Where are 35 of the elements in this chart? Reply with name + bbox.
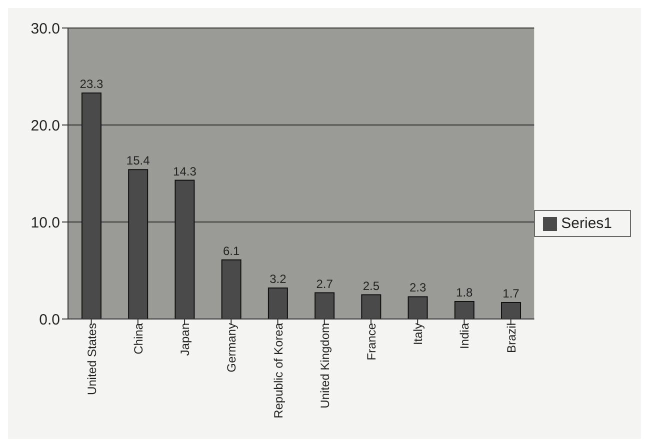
data-label: 15.4 (126, 154, 150, 168)
bar (314, 292, 335, 319)
data-label: 2.7 (316, 276, 334, 291)
x-tick-label: Japan (178, 323, 192, 356)
data-label: 2.5 (362, 278, 380, 293)
x-tick-label: China (131, 322, 146, 354)
bar (361, 294, 382, 319)
bar (454, 301, 474, 319)
x-tick-label: United Kingdom (318, 323, 332, 408)
bar (501, 302, 522, 319)
x-tick-label: Germany (224, 323, 239, 372)
y-tick-label: 30.0 (30, 20, 60, 38)
bar (174, 180, 195, 319)
data-label: 14.3 (173, 164, 197, 178)
data-label: 23.3 (80, 76, 104, 91)
x-tick-label: Brazil (504, 323, 518, 354)
x-tick-label: Republic of Korea (271, 322, 286, 418)
bar (268, 287, 288, 319)
legend-label: Series1 (561, 215, 612, 232)
data-label: 1.8 (456, 286, 474, 300)
bar (81, 92, 102, 319)
bar (221, 259, 242, 319)
x-tick-label: France (364, 322, 379, 360)
y-tick-label: 20.0 (30, 117, 60, 134)
data-label: 1.7 (502, 286, 520, 301)
data-label: 3.2 (270, 272, 287, 286)
data-label: 2.3 (409, 280, 426, 295)
data-label: 6.1 (222, 244, 240, 258)
y-tick-label: 0.0 (39, 311, 60, 328)
bar (128, 169, 148, 319)
bar (408, 296, 428, 319)
y-tick-label: 10.0 (30, 214, 60, 232)
x-tick-label: United States (84, 323, 99, 396)
x-tick-label: Italy (411, 323, 426, 346)
x-tick-label: India (458, 322, 472, 350)
